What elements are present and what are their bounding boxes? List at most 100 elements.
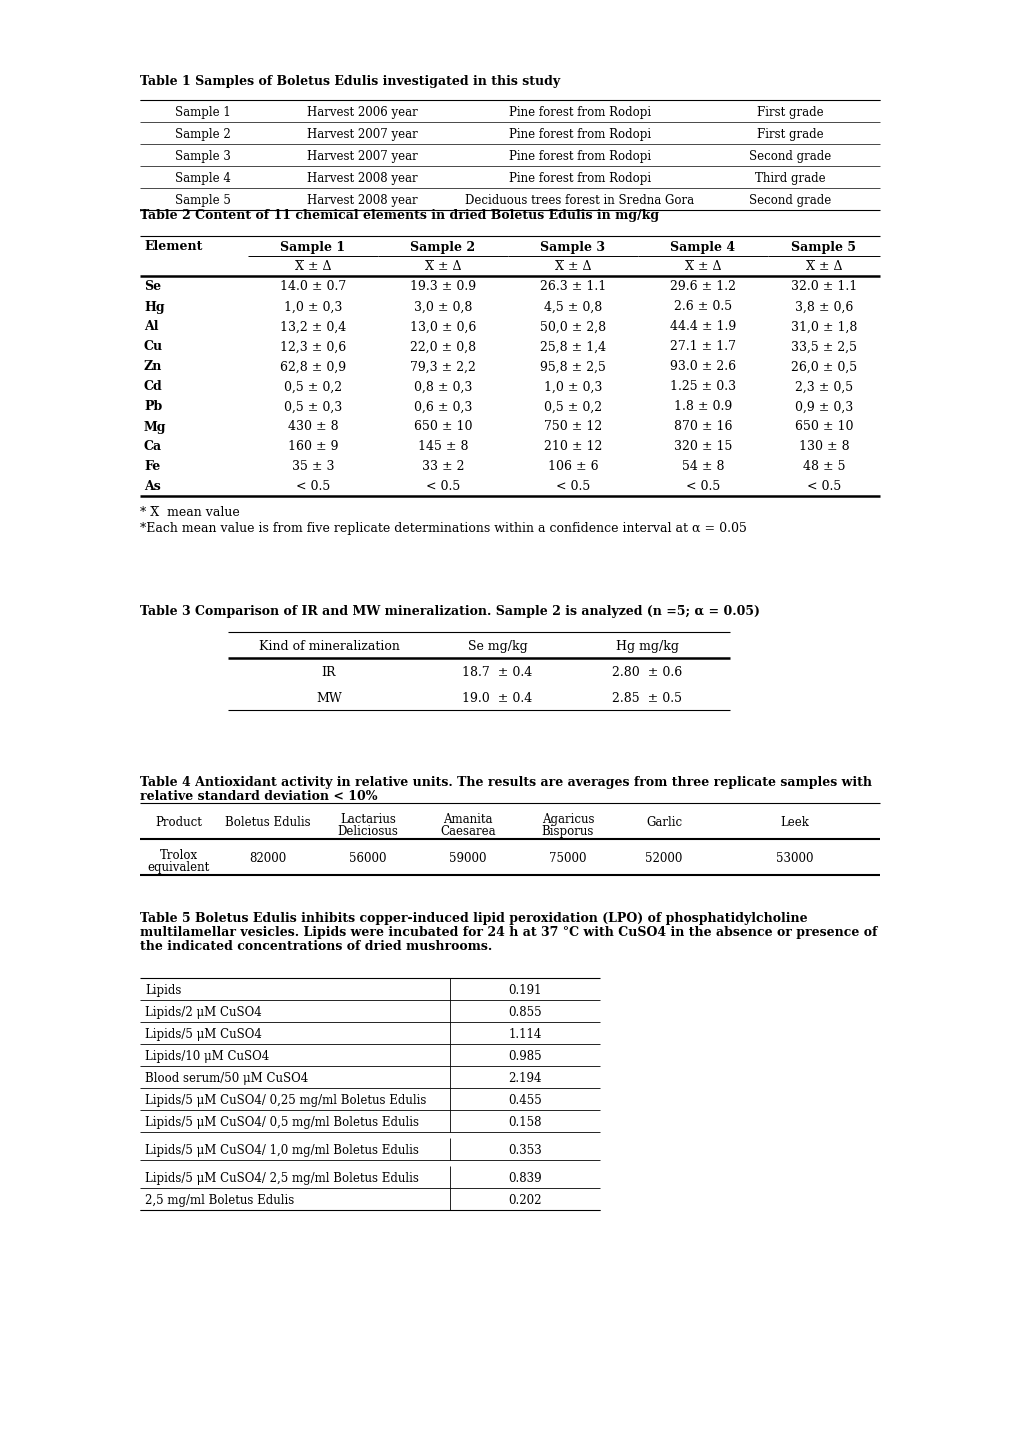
Text: 650 ± 10: 650 ± 10 [794, 420, 853, 433]
Text: Sample 3: Sample 3 [540, 241, 605, 254]
Text: < 0.5: < 0.5 [426, 481, 460, 494]
Text: 2.194: 2.194 [507, 1072, 541, 1085]
Text: 0.191: 0.191 [507, 984, 541, 997]
Text: Lipids/5 μM CuSO4/ 0,25 mg/ml Boletus Edulis: Lipids/5 μM CuSO4/ 0,25 mg/ml Boletus Ed… [145, 1094, 426, 1107]
Text: Lipids/2 μM CuSO4: Lipids/2 μM CuSO4 [145, 1006, 262, 1019]
Text: 48 ± 5: 48 ± 5 [802, 460, 845, 473]
Text: Lipids: Lipids [145, 984, 181, 997]
Text: Second grade: Second grade [748, 150, 830, 163]
Text: equivalent: equivalent [148, 861, 210, 874]
Text: Blood serum/50 μM CuSO4: Blood serum/50 μM CuSO4 [145, 1072, 308, 1085]
Text: 33,5 ± 2,5: 33,5 ± 2,5 [790, 341, 856, 354]
Text: 430 ± 8: 430 ± 8 [287, 420, 338, 433]
Text: 29.6 ± 1.2: 29.6 ± 1.2 [669, 280, 736, 293]
Text: 12,3 ± 0,6: 12,3 ± 0,6 [279, 341, 345, 354]
Text: X̅ ± Δ: X̅ ± Δ [294, 261, 331, 274]
Text: 160 ± 9: 160 ± 9 [287, 440, 338, 453]
Text: 0.202: 0.202 [507, 1193, 541, 1206]
Text: < 0.5: < 0.5 [555, 481, 590, 494]
Text: Product: Product [156, 817, 202, 830]
Text: multilamellar vesicles. Lipids were incubated for 24 h at 37 °C with CuSO4 in th: multilamellar vesicles. Lipids were incu… [140, 926, 876, 939]
Text: 106 ± 6: 106 ± 6 [547, 460, 598, 473]
Text: Zn: Zn [144, 361, 162, 374]
Text: Kind of mineralization: Kind of mineralization [258, 639, 399, 652]
Text: Element: Element [144, 241, 202, 254]
Text: 14.0 ± 0.7: 14.0 ± 0.7 [279, 280, 345, 293]
Text: Second grade: Second grade [748, 193, 830, 206]
Text: < 0.5: < 0.5 [685, 481, 719, 494]
Text: 25,8 ± 1,4: 25,8 ± 1,4 [539, 341, 605, 354]
Text: 3,0 ± 0,8: 3,0 ± 0,8 [414, 300, 472, 313]
Text: Table 2 Content of 11 chemical elements in dried Boletus Edulis in mg/kg: Table 2 Content of 11 chemical elements … [140, 209, 658, 222]
Text: Fe: Fe [144, 460, 160, 473]
Text: Cd: Cd [144, 381, 163, 394]
Text: Leek: Leek [780, 817, 809, 830]
Text: Harvest 2008 year: Harvest 2008 year [307, 193, 418, 206]
Text: 0.353: 0.353 [507, 1144, 541, 1157]
Text: 1.114: 1.114 [507, 1027, 541, 1040]
Text: 53000: 53000 [775, 853, 813, 866]
Text: Harvest 2008 year: Harvest 2008 year [307, 172, 418, 185]
Text: 4,5 ± 0,8: 4,5 ± 0,8 [543, 300, 601, 313]
Text: *Each mean value is from five replicate determinations within a confidence inter: *Each mean value is from five replicate … [140, 522, 746, 535]
Text: Harvest 2007 year: Harvest 2007 year [307, 150, 418, 163]
Text: 13,2 ± 0,4: 13,2 ± 0,4 [279, 320, 345, 333]
Text: 44.4 ± 1.9: 44.4 ± 1.9 [669, 320, 736, 333]
Text: Deliciosus: Deliciosus [337, 825, 398, 838]
Text: 13,0 ± 0,6: 13,0 ± 0,6 [410, 320, 476, 333]
Text: Pine forest from Rodopi: Pine forest from Rodopi [508, 105, 650, 118]
Text: Table 4 Antioxidant activity in relative units. The results are averages from th: Table 4 Antioxidant activity in relative… [140, 776, 871, 789]
Text: 145 ± 8: 145 ± 8 [418, 440, 468, 453]
Text: Amanita: Amanita [443, 812, 492, 825]
Text: Sample 5: Sample 5 [174, 193, 230, 206]
Text: Sample 2: Sample 2 [410, 241, 475, 254]
Text: 19.3 ± 0.9: 19.3 ± 0.9 [410, 280, 476, 293]
Text: Sample 3: Sample 3 [174, 150, 230, 163]
Text: 0,6 ± 0,3: 0,6 ± 0,3 [414, 401, 472, 414]
Text: First grade: First grade [756, 127, 822, 140]
Text: 2,5 mg/ml Boletus Edulis: 2,5 mg/ml Boletus Edulis [145, 1193, 293, 1206]
Text: 0.985: 0.985 [507, 1049, 541, 1062]
Text: Sample 1: Sample 1 [174, 105, 230, 118]
Text: 35 ± 3: 35 ± 3 [291, 460, 334, 473]
Text: Deciduous trees forest in Sredna Gora: Deciduous trees forest in Sredna Gora [465, 193, 694, 206]
Text: X̅ ± Δ: X̅ ± Δ [805, 261, 842, 274]
Text: < 0.5: < 0.5 [296, 481, 330, 494]
Text: 22,0 ± 0,8: 22,0 ± 0,8 [410, 341, 476, 354]
Text: 320 ± 15: 320 ± 15 [674, 440, 732, 453]
Text: 870 ± 16: 870 ± 16 [674, 420, 732, 433]
Text: Hg mg/kg: Hg mg/kg [615, 639, 679, 652]
Text: * X̅  mean value: * X̅ mean value [140, 506, 239, 519]
Text: 93.0 ± 2.6: 93.0 ± 2.6 [669, 361, 736, 374]
Text: 1,0 ± 0,3: 1,0 ± 0,3 [283, 300, 341, 313]
Text: Sample 5: Sample 5 [791, 241, 856, 254]
Text: Pine forest from Rodopi: Pine forest from Rodopi [508, 127, 650, 140]
Text: 95,8 ± 2,5: 95,8 ± 2,5 [539, 361, 605, 374]
Text: 31,0 ± 1,8: 31,0 ± 1,8 [790, 320, 856, 333]
Text: 2.85  ± 0.5: 2.85 ± 0.5 [611, 691, 682, 704]
Text: Pine forest from Rodopi: Pine forest from Rodopi [508, 150, 650, 163]
Text: X̅ ± Δ: X̅ ± Δ [424, 261, 461, 274]
Text: Bisporus: Bisporus [541, 825, 594, 838]
Text: 0,8 ± 0,3: 0,8 ± 0,3 [414, 381, 472, 394]
Text: 0.839: 0.839 [507, 1172, 541, 1185]
Text: 59000: 59000 [448, 853, 486, 866]
Text: Harvest 2007 year: Harvest 2007 year [307, 127, 418, 140]
Text: 26.3 ± 1.1: 26.3 ± 1.1 [539, 280, 605, 293]
Text: As: As [144, 481, 161, 494]
Text: Pb: Pb [144, 401, 162, 414]
Text: Sample 2: Sample 2 [174, 127, 230, 140]
Text: 0.455: 0.455 [507, 1094, 541, 1107]
Text: 19.0  ± 0.4: 19.0 ± 0.4 [462, 691, 532, 704]
Text: Third grade: Third grade [754, 172, 824, 185]
Text: 50,0 ± 2,8: 50,0 ± 2,8 [539, 320, 605, 333]
Text: IR: IR [321, 665, 336, 678]
Text: 33 ± 2: 33 ± 2 [421, 460, 464, 473]
Text: 1.8 ± 0.9: 1.8 ± 0.9 [674, 401, 732, 414]
Text: X̅ ± Δ: X̅ ± Δ [684, 261, 720, 274]
Text: Al: Al [144, 320, 158, 333]
Text: Boletus Edulis: Boletus Edulis [225, 817, 311, 830]
Text: Lipids/10 μM CuSO4: Lipids/10 μM CuSO4 [145, 1049, 269, 1062]
Text: Se mg/kg: Se mg/kg [467, 639, 527, 652]
Text: Table 3 Comparison of IR and MW mineralization. Sample 2 is analyzed (n =5; α = : Table 3 Comparison of IR and MW minerali… [140, 605, 759, 618]
